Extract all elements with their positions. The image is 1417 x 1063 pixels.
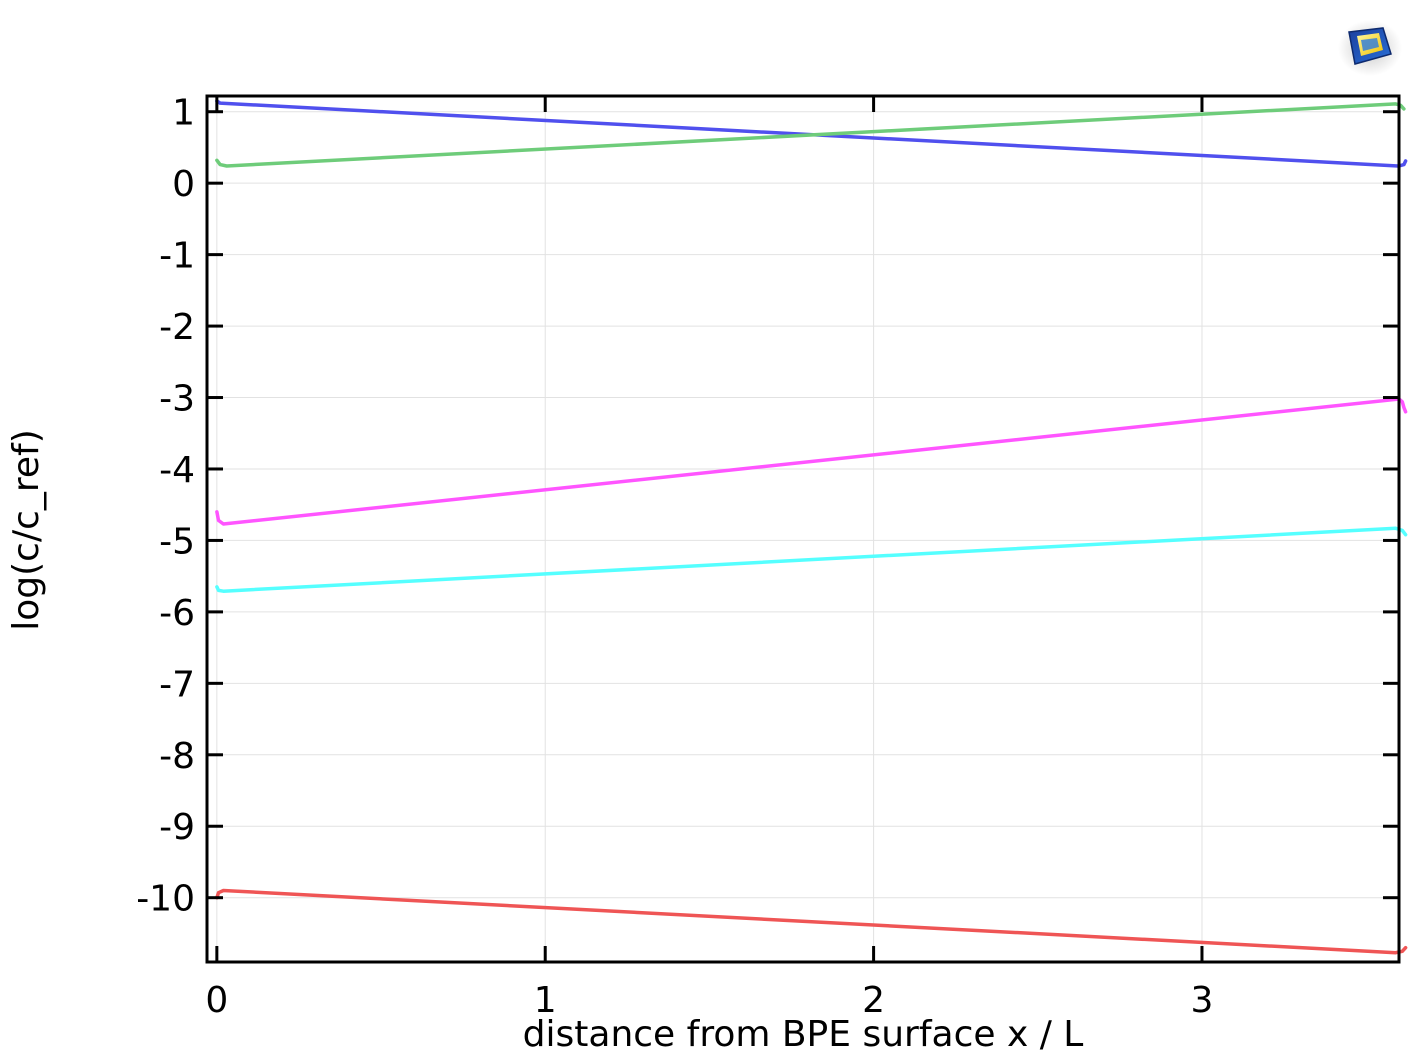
y-tick-label: 1 [172, 93, 195, 134]
y-tick-label: -2 [159, 307, 195, 348]
y-tick-label: -6 [159, 593, 195, 634]
x-tick-label: 0 [205, 980, 228, 1021]
app-logo-icon [1338, 20, 1402, 76]
y-tick-label: 0 [172, 164, 195, 205]
y-tick-label: -3 [159, 379, 195, 420]
y-tick-label: -1 [159, 236, 195, 277]
y-tick-label: -9 [159, 807, 195, 848]
x-tick-label: 2 [862, 980, 885, 1021]
tick-labels: 0 1 2 3 1 0 -1 -2 -3 -4 -5 -6 -7 -8 -9 -10 [136, 93, 1213, 1021]
x-tick-label: 1 [534, 980, 557, 1021]
data-series [215, 99, 1408, 955]
series-line-3 [215, 397, 1408, 526]
series-line-4 [215, 526, 1408, 593]
x-axis-label: distance from BPE surface x / L [523, 1014, 1084, 1055]
series-line-5 [215, 888, 1408, 955]
x-tick-label: 3 [1191, 980, 1214, 1021]
y-tick-label: -10 [136, 879, 195, 920]
series-line-2 [215, 102, 1406, 168]
axis-ticks [207, 96, 1399, 962]
plot-frame [205, 94, 1401, 964]
y-tick-label: -7 [159, 664, 195, 705]
y-tick-label: -4 [159, 450, 195, 491]
y-axis-label: log(c/c_ref) [6, 429, 47, 631]
grid-lines [207, 96, 1399, 962]
y-tick-label: -5 [159, 521, 195, 562]
y-tick-label: -8 [159, 736, 195, 777]
